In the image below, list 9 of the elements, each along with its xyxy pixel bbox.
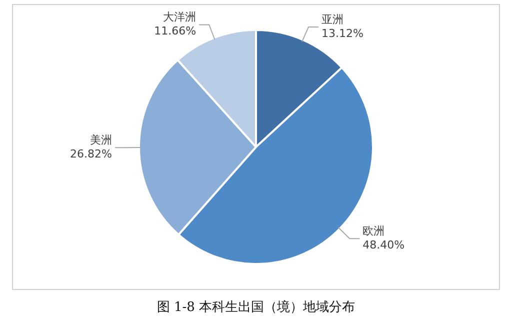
data-label: 11.66% (154, 24, 196, 38)
slice-label: 大洋洲 (163, 10, 196, 24)
data-label: 48.40% (362, 238, 405, 252)
data-label: 26.82% (70, 147, 112, 160)
slice-label: 亚洲 (321, 12, 344, 26)
data-label: 13.12% (321, 26, 364, 40)
slice-label: 欧洲 (362, 224, 385, 238)
slice-label: 美洲 (90, 133, 112, 146)
text: 图 1-8 本科生出国（境）地域分布 (156, 299, 356, 316)
